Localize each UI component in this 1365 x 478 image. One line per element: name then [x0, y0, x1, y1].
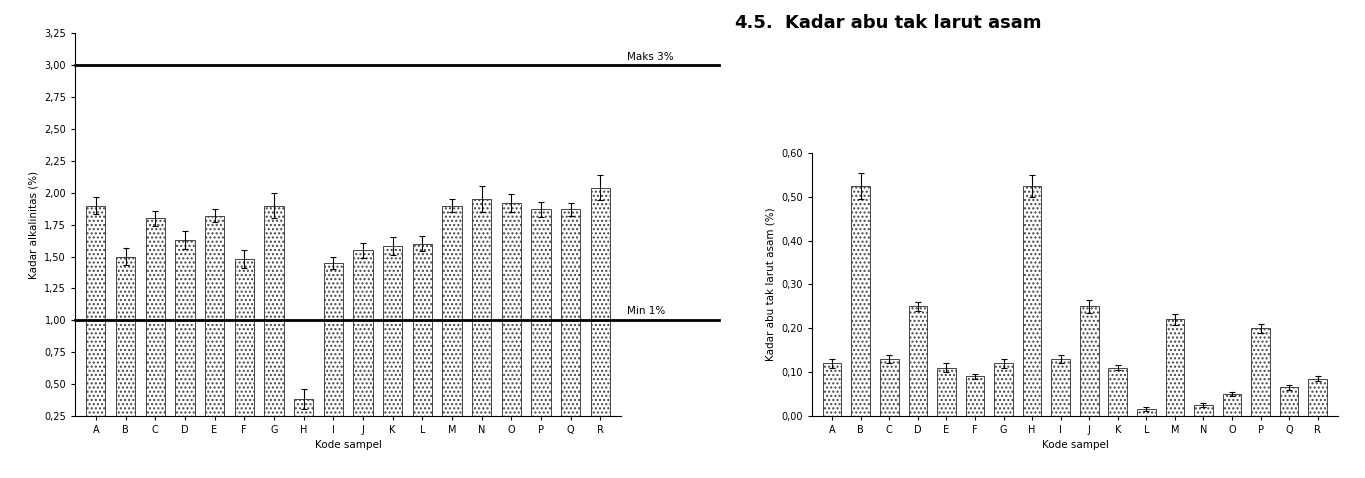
Bar [116, 257, 135, 416]
Y-axis label: Kadar abu tak larut asam (%): Kadar abu tak larut asam (%) [766, 207, 775, 361]
Bar [324, 263, 343, 416]
Bar [205, 216, 224, 416]
X-axis label: Kode sampel: Kode sampel [1041, 440, 1108, 450]
Bar [1051, 359, 1070, 416]
Text: Kadar abu tak larut asam: Kadar abu tak larut asam [785, 14, 1041, 33]
Bar [1108, 368, 1127, 416]
Bar [852, 186, 870, 416]
X-axis label: Kode sampel: Kode sampel [315, 440, 381, 450]
Bar [823, 363, 841, 416]
Bar [1166, 319, 1185, 416]
Y-axis label: Kadar alkalinitas (%): Kadar alkalinitas (%) [29, 171, 38, 279]
Bar [384, 246, 403, 416]
Bar [1022, 186, 1041, 416]
Bar [1223, 394, 1241, 416]
Bar [1309, 379, 1327, 416]
Bar [591, 188, 610, 416]
Text: 4.5.: 4.5. [734, 14, 773, 33]
Bar [86, 206, 105, 416]
Bar [502, 203, 521, 416]
Bar [1194, 405, 1212, 416]
Bar [293, 399, 313, 416]
Bar [1280, 387, 1298, 416]
Bar [965, 377, 984, 416]
Bar [994, 363, 1013, 416]
Bar [1137, 409, 1156, 416]
Bar [235, 259, 254, 416]
Bar [531, 209, 550, 416]
Bar [442, 206, 461, 416]
Bar [1080, 306, 1099, 416]
Bar [175, 240, 195, 416]
Text: Maks 3%: Maks 3% [627, 52, 673, 62]
Bar [561, 209, 580, 416]
Bar [880, 359, 898, 416]
Bar [354, 250, 373, 416]
Text: Min 1%: Min 1% [627, 306, 665, 316]
Bar [472, 199, 491, 416]
Bar [265, 206, 284, 416]
Bar [909, 306, 927, 416]
Bar [412, 244, 431, 416]
Bar [1252, 328, 1269, 416]
Bar [938, 368, 956, 416]
Bar [146, 218, 165, 416]
